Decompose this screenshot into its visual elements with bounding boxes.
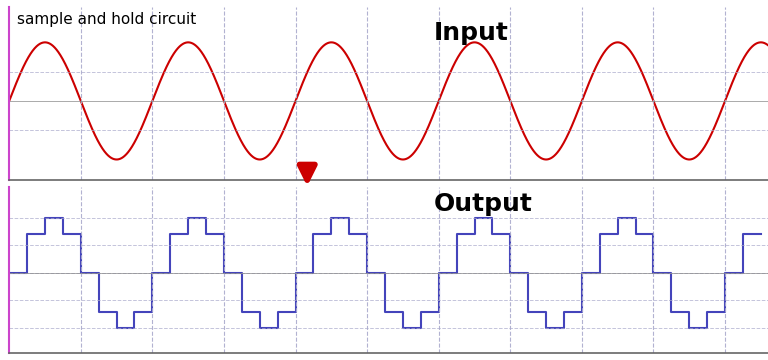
Text: Output: Output: [434, 192, 533, 216]
Text: sample and hold circuit: sample and hold circuit: [17, 12, 196, 27]
Text: Input: Input: [434, 21, 509, 45]
